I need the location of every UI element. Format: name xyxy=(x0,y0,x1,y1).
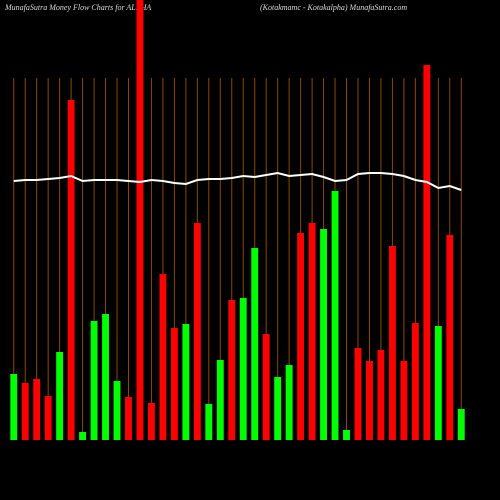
bar xyxy=(10,374,18,440)
bar xyxy=(90,321,98,440)
bar xyxy=(159,274,167,440)
bar xyxy=(457,409,465,440)
bar xyxy=(67,100,75,440)
bar xyxy=(400,361,408,440)
bar xyxy=(102,314,109,440)
bar xyxy=(33,379,41,440)
bar xyxy=(113,381,121,440)
bar xyxy=(446,235,454,440)
bar xyxy=(205,404,213,440)
bar xyxy=(251,248,259,440)
bar xyxy=(354,348,362,440)
bar xyxy=(44,396,52,440)
bar xyxy=(423,65,431,440)
bar xyxy=(366,361,373,440)
bar xyxy=(274,377,282,440)
bar xyxy=(343,430,350,440)
bar xyxy=(308,223,316,440)
bar xyxy=(170,328,178,440)
bar xyxy=(388,246,396,440)
bar xyxy=(377,350,385,440)
bar xyxy=(297,233,305,440)
bar xyxy=(136,0,144,440)
bar xyxy=(411,323,419,440)
bar xyxy=(79,432,87,440)
bar xyxy=(21,383,29,440)
bar xyxy=(285,365,293,440)
bar xyxy=(147,403,155,440)
bar xyxy=(239,298,247,440)
bar xyxy=(182,324,190,440)
bar xyxy=(193,223,201,440)
bar xyxy=(320,229,328,440)
bar xyxy=(228,300,236,440)
bar xyxy=(331,191,339,440)
bar xyxy=(125,397,132,440)
bar xyxy=(262,334,270,440)
money-flow-line xyxy=(13,171,462,191)
bar xyxy=(56,352,64,440)
bar xyxy=(434,326,442,440)
chart-subtitle: (Kotakmamc - Kotakalpha) MunafaSutra.com xyxy=(260,3,407,12)
bar xyxy=(216,360,224,440)
chart-title: MunafaSutra Money Flow Charts for ALPHA xyxy=(4,3,151,12)
